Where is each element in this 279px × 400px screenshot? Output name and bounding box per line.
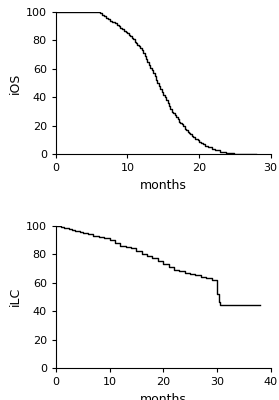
Y-axis label: iLC: iLC xyxy=(9,287,21,306)
X-axis label: months: months xyxy=(140,179,187,192)
Y-axis label: iOS: iOS xyxy=(9,72,21,94)
X-axis label: months: months xyxy=(140,392,187,400)
